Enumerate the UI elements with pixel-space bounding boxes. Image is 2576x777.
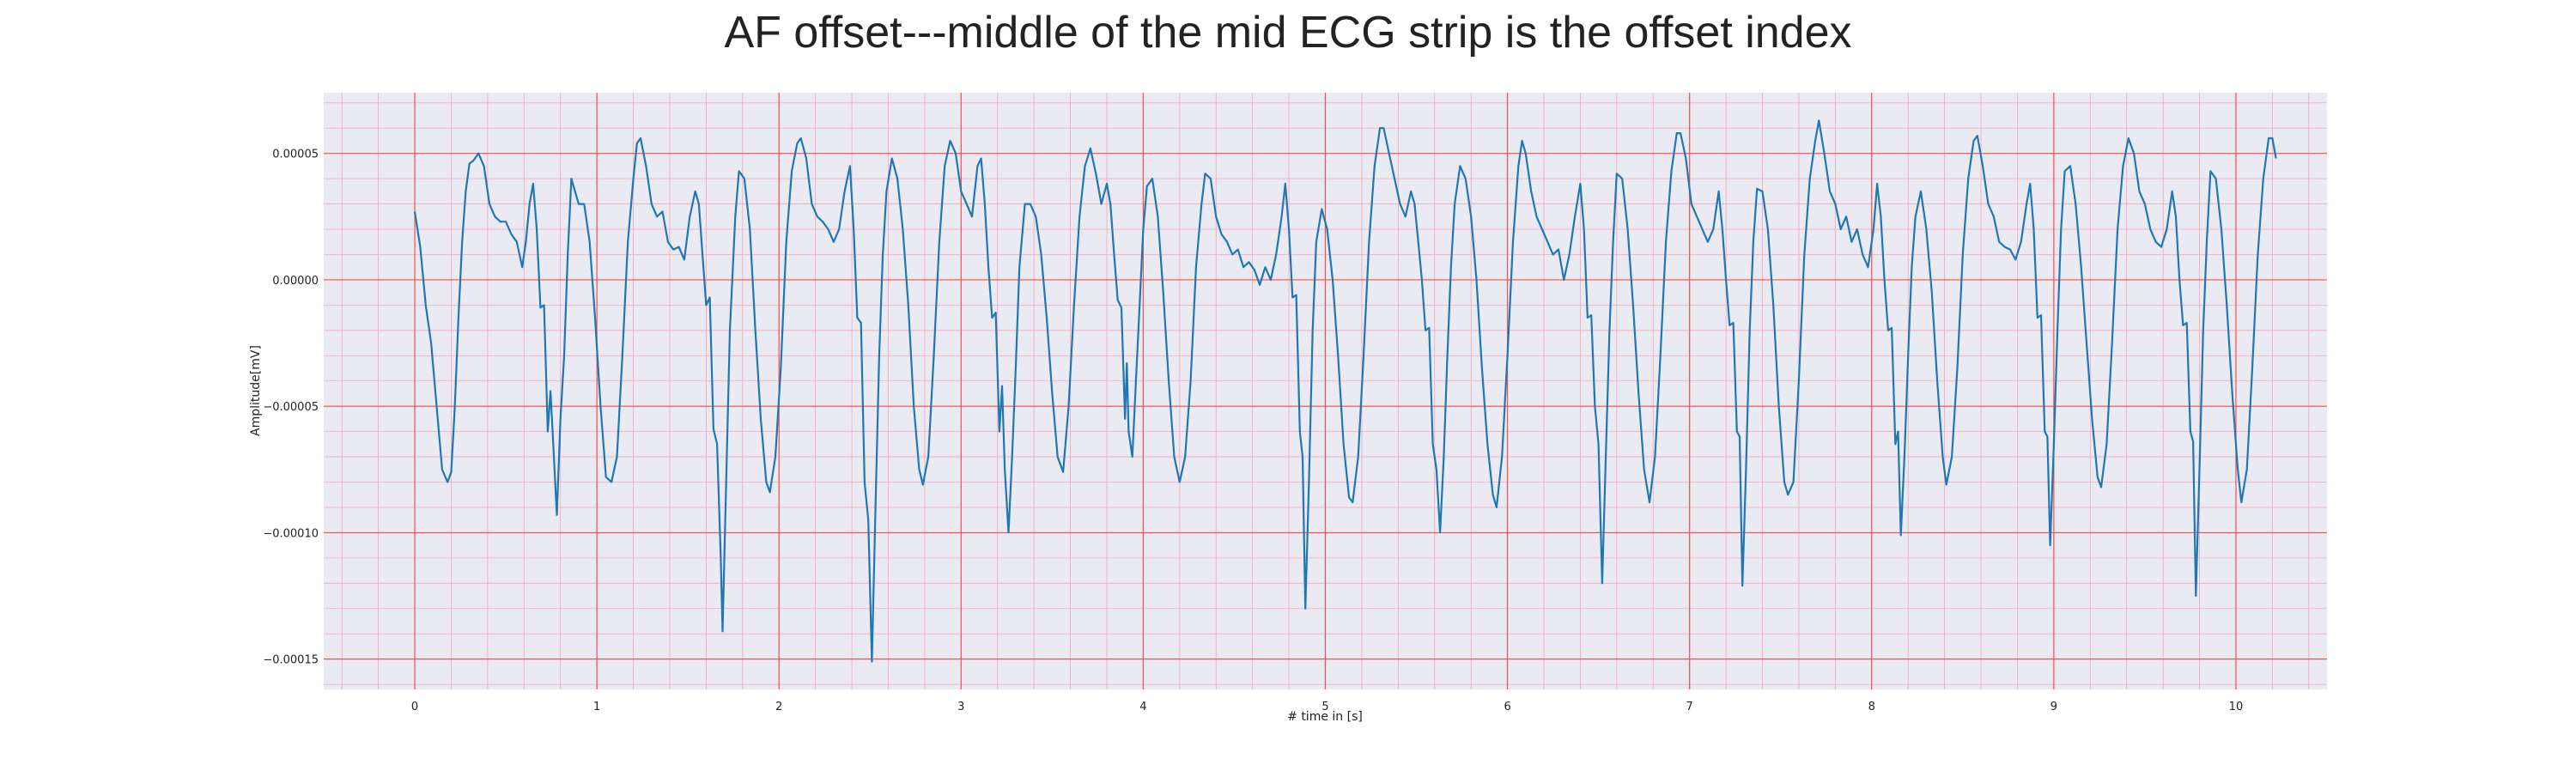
x-axis-ticks: 0 1 2 3 4 5 6 7 8 9 10 [411,701,2243,713]
x-tick-label: 10 [2229,701,2244,713]
chart-title: AF offset---middle of the mid ECG strip … [724,8,1852,58]
y-tick-label: −0.00015 [263,654,319,667]
major-grid [324,93,2327,689]
y-tick-label: −0.00010 [263,527,319,540]
y-tick-label: 0.00000 [272,275,319,288]
y-tick-label: −0.00005 [263,401,319,414]
x-tick-label: 0 [411,701,418,713]
y-axis-ticks: 0.00005 0.00000 −0.00005 −0.00010 −0.00015 [263,149,319,667]
x-tick-label: 8 [1868,701,1875,713]
y-axis-label: Amplitude[mV] [249,345,263,436]
x-axis-label: # time in [s] [1287,710,1363,724]
x-tick-label: 6 [1504,701,1510,713]
ecg-series-line [413,119,2277,663]
x-tick-label: 9 [2050,701,2057,713]
x-tick-label: 1 [593,701,600,713]
x-tick-label: 4 [1139,701,1146,713]
x-tick-label: 3 [957,701,964,713]
x-tick-label: 7 [1686,701,1693,713]
y-tick-label: 0.00005 [272,149,319,161]
x-tick-label: 5 [1321,701,1328,713]
x-tick-label: 2 [775,701,782,713]
